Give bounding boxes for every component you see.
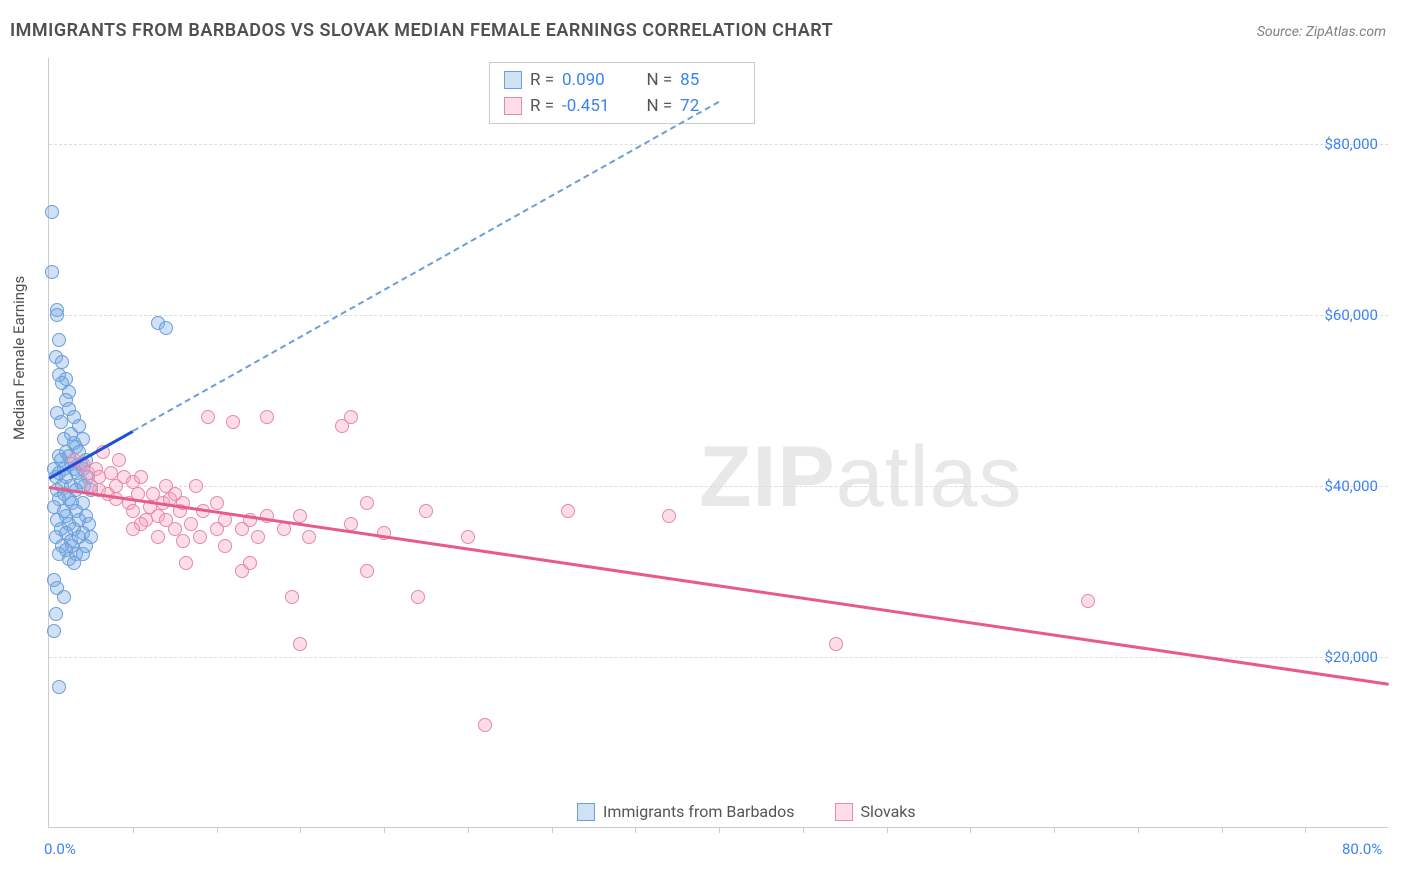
point-slovak [151,530,165,544]
chart-plot-area: ZIPatlas R = 0.090 N = 85R = -0.451 N = … [48,58,1388,828]
point-barbados [49,607,63,621]
point-slovak [251,530,265,544]
x-tick [719,827,720,833]
point-slovak [419,504,433,518]
point-slovak [193,530,207,544]
point-barbados [54,415,68,429]
legend-swatch-barbados [577,803,595,821]
stat-n-label: N = [646,93,672,119]
stat-r-value: 0.090 [562,67,622,93]
point-slovak [260,410,274,424]
point-slovak [126,504,140,518]
x-tick [1305,827,1306,833]
x-tick [468,827,469,833]
point-slovak [201,410,215,424]
point-slovak [478,718,492,732]
x-axis-end-label: 80.0% [1342,840,1382,858]
point-slovak [112,453,126,467]
point-barbados [52,333,66,347]
x-tick [887,827,888,833]
x-tick [1054,827,1055,833]
point-slovak [176,534,190,548]
watermark-atlas: atlas [836,429,1023,525]
stat-r-label: R = [530,93,554,119]
legend-item-slovaks: Slovaks [835,802,916,821]
gridline-h [49,315,1388,316]
stats-swatch [504,71,522,89]
point-slovak [189,479,203,493]
watermark: ZIPatlas [699,428,1022,527]
series-legend: Immigrants from Barbados Slovaks [569,802,924,821]
point-slovak [226,415,240,429]
x-axis-start-label: 0.0% [44,840,76,858]
stats-row: R = -0.451 N = 72 [504,93,740,119]
point-slovak [360,564,374,578]
point-barbados [52,680,66,694]
point-slovak [134,470,148,484]
point-slovak [126,522,140,536]
point-barbados [57,590,71,604]
x-tick [133,827,134,833]
point-barbados [47,624,61,638]
point-slovak [184,517,198,531]
y-tick-label: $80,000 [1324,135,1378,153]
point-slovak [179,556,193,570]
point-slovak [829,637,843,651]
trend-line [132,101,719,432]
chart-title: IMMIGRANTS FROM BARBADOS VS SLOVAK MEDIA… [10,20,833,41]
point-slovak [360,496,374,510]
point-slovak [335,419,349,433]
point-slovak [210,496,224,510]
point-slovak [302,530,316,544]
source-attribution: Source: ZipAtlas.com [1257,24,1386,40]
x-tick [384,827,385,833]
point-slovak [293,637,307,651]
point-slovak [285,590,299,604]
x-tick [552,827,553,833]
legend-swatch-slovaks [835,803,853,821]
watermark-zip: ZIP [699,429,836,525]
point-slovak [662,509,676,523]
point-slovak [1081,594,1095,608]
x-tick [803,827,804,833]
x-tick [1222,827,1223,833]
legend-label-slovaks: Slovaks [861,802,916,821]
stat-n-value: 85 [680,67,740,93]
point-barbados [67,556,81,570]
y-tick-label: $40,000 [1324,477,1378,495]
stats-swatch [504,97,522,115]
point-barbados [45,205,59,219]
y-tick-label: $60,000 [1324,306,1378,324]
gridline-h [49,657,1388,658]
x-tick [217,827,218,833]
point-slovak [411,590,425,604]
legend-label-barbados: Immigrants from Barbados [603,802,795,821]
point-slovak [168,522,182,536]
y-tick-label: $20,000 [1324,648,1378,666]
correlation-stats-box: R = 0.090 N = 85R = -0.451 N = 72 [489,62,755,124]
stat-r-value: -0.451 [562,93,622,119]
x-tick [1138,827,1139,833]
gridline-h [49,144,1388,145]
point-slovak [293,509,307,523]
point-barbados [159,321,173,335]
point-slovak [461,530,475,544]
legend-item-barbados: Immigrants from Barbados [577,802,795,821]
gridline-h [49,486,1388,487]
stat-r-label: R = [530,67,554,93]
point-barbados [45,265,59,279]
x-tick [970,827,971,833]
trend-line [49,486,1389,685]
stats-row: R = 0.090 N = 85 [504,67,740,93]
x-tick [635,827,636,833]
x-tick [300,827,301,833]
point-slovak [561,504,575,518]
point-barbados [50,308,64,322]
stat-n-label: N = [646,67,672,93]
y-axis-title: Median Female Earnings [10,276,28,440]
point-slovak [243,556,257,570]
point-slovak [218,539,232,553]
